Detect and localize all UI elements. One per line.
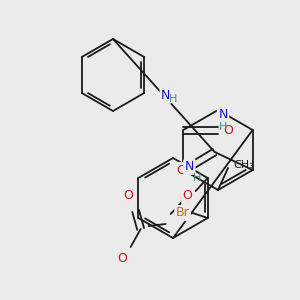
Text: O: O	[124, 190, 134, 202]
Text: N: N	[218, 109, 228, 122]
Text: H: H	[219, 122, 227, 132]
Text: O: O	[118, 253, 128, 266]
Text: H: H	[193, 173, 202, 183]
Text: CH₃: CH₃	[233, 160, 254, 170]
Text: O: O	[224, 124, 233, 136]
Text: N: N	[185, 160, 194, 173]
Text: N: N	[161, 89, 170, 102]
Text: Br: Br	[176, 206, 190, 220]
Text: H: H	[169, 94, 177, 104]
Text: O: O	[177, 164, 187, 176]
Text: O: O	[183, 190, 193, 202]
